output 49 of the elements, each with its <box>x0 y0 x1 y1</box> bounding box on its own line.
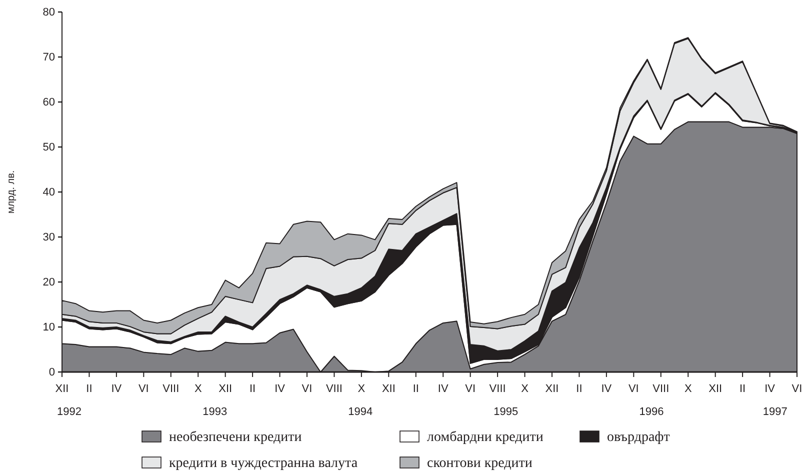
y-tick-label: 40 <box>42 186 55 199</box>
x-tick-label: VI <box>628 383 639 395</box>
y-tick-label: 10 <box>42 322 55 334</box>
y-tick-label: 60 <box>42 96 55 109</box>
x2-tick-label: 1992 <box>57 406 82 418</box>
x-tick-label: II <box>412 383 419 395</box>
x-tick-label: VIII <box>162 383 180 395</box>
legend-label: ломбардни кредити <box>427 430 544 445</box>
x-tick-label: X <box>358 383 366 395</box>
x-tick-label: XII <box>55 383 69 395</box>
y-tick-label: 20 <box>42 276 55 289</box>
x-tick-label: XII <box>545 383 559 395</box>
legend-label: кредити в чуждестранна валута <box>169 456 358 471</box>
x-tick-label: II <box>739 383 746 395</box>
x-tick-label: X <box>194 383 202 395</box>
y-axis-title: млрд. лв. <box>6 170 17 214</box>
x-tick-label: XII <box>218 383 232 395</box>
x-tick-label: X <box>684 383 692 395</box>
x-tick-label: VI <box>302 383 312 395</box>
x-tick-label: IV <box>111 383 122 395</box>
y-tick-label: 80 <box>42 6 55 19</box>
x-tick-label: IV <box>438 383 449 395</box>
x-tick-label: X <box>521 383 530 395</box>
legend-label: овърдрафт <box>607 430 670 445</box>
x-tick-label: II <box>86 383 92 395</box>
x-tick-label: II <box>576 383 582 395</box>
y-tick-label: 0 <box>48 366 55 379</box>
y-tick-label: 50 <box>42 142 55 154</box>
x-tick-label: XII <box>382 383 396 395</box>
x-tick-label: II <box>249 383 256 395</box>
x-tick-label: VIII <box>652 383 670 395</box>
x2-tick-label: 1994 <box>348 406 373 418</box>
x2-tick-label: 1997 <box>762 406 788 418</box>
y-tick-label: 70 <box>42 52 55 64</box>
y-tick-label: 30 <box>42 232 55 244</box>
x2-tick-label: 1995 <box>494 406 518 418</box>
x-tick-label: VI <box>792 383 802 395</box>
legend-label: необезпечени кредити <box>169 430 302 445</box>
x-tick-label: VI <box>138 383 149 395</box>
x-tick-label: VI <box>465 383 476 395</box>
x-tick-label: VIII <box>326 383 342 395</box>
x2-tick-label: 1996 <box>639 406 664 418</box>
x-tick-label: VIII <box>489 383 506 395</box>
x-tick-label: XII <box>708 383 722 395</box>
x-tick-label: IV <box>274 383 286 395</box>
legend-label: сконтови кредити <box>427 456 533 471</box>
x-tick-label: IV <box>764 383 776 395</box>
x-tick-label: IV <box>601 383 612 395</box>
x2-tick-label: 1993 <box>202 406 228 418</box>
